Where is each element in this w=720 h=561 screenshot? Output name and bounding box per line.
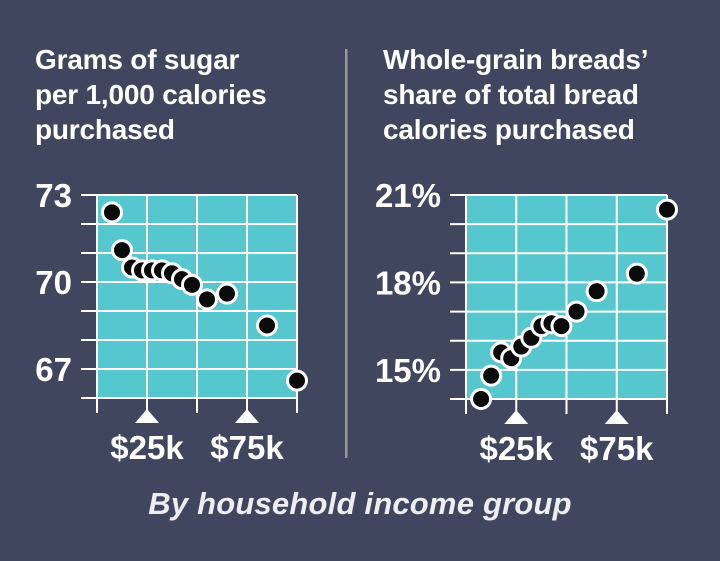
whole-grain-chart-y-tick-label: 21% (375, 177, 441, 214)
whole-grain-chart-data-point (625, 262, 648, 285)
sugar-chart-data-point (196, 288, 218, 311)
sugar-chart-y-tick-label: 67 (35, 351, 72, 388)
x-axis-triangle-icon (235, 409, 259, 423)
sugar-chart-y-tick-label: 70 (35, 264, 72, 301)
panel-divider (345, 49, 348, 458)
whole-grain-chart-data-point (656, 198, 678, 221)
right-chart-title: Whole-grain breads’ share of total bread… (383, 44, 649, 145)
whole-grain-chart-y-tick-label: 15% (375, 352, 441, 389)
sugar-chart-data-point (216, 282, 238, 305)
whole-grain-chart-data-point (550, 315, 573, 338)
x-axis-triangle-icon (504, 410, 529, 424)
whole-grain-chart-data-point (480, 364, 503, 387)
sugar-chart-data-point (101, 201, 123, 224)
x-axis-triangle-icon (135, 409, 159, 423)
left-chart-title: Grams of sugar per 1,000 calories purcha… (35, 44, 267, 145)
sugar-chart-x-tick-label: $25k (110, 429, 184, 466)
whole-grain-chart-y-tick-label: 18% (375, 264, 441, 301)
sugar-chart-data-point (181, 273, 203, 296)
caption: By household income group (148, 486, 572, 521)
whole-grain-chart-data-point (585, 280, 608, 303)
sugar-chart-y-tick-label: 73 (35, 177, 72, 214)
sugar-chart-x-tick-label: $75k (210, 429, 284, 466)
whole-grain-chart-x-tick-label: $25k (480, 430, 554, 467)
sugar-chart-data-point (286, 369, 308, 392)
x-axis-triangle-icon (604, 410, 629, 424)
sugar-chart-data-point (256, 314, 278, 337)
whole-grain-chart-data-point (470, 388, 493, 410)
sugar-chart-data-point (111, 239, 133, 262)
whole-grain-chart-x-tick-label: $75k (580, 430, 654, 467)
whole-grain-chart-data-point (565, 300, 588, 323)
